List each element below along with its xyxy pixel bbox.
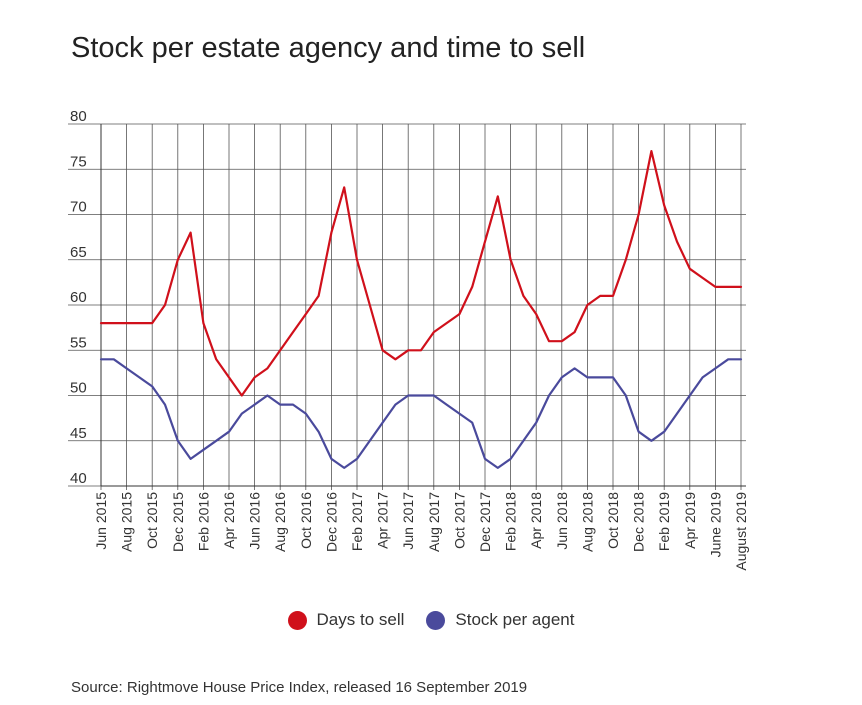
- x-tick-label: Feb 2019: [656, 492, 672, 551]
- y-tick-label: 80: [70, 108, 87, 125]
- x-tick-label: Jun 2018: [554, 492, 570, 550]
- x-tick-label: Oct 2018: [605, 492, 621, 549]
- x-tick-label: Apr 2019: [682, 492, 698, 549]
- x-tick-label: Aug 2018: [579, 492, 595, 552]
- x-tick-label: Jun 2017: [400, 492, 416, 550]
- series-line-days-to-sell: [99, 150, 743, 397]
- y-tick-label: 45: [70, 425, 87, 442]
- x-tick-label: Apr 2017: [375, 492, 391, 549]
- x-tick-label: Oct 2016: [298, 492, 314, 549]
- source-note: Source: Rightmove House Price Index, rel…: [71, 679, 528, 696]
- x-tick-label: Oct 2015: [144, 492, 160, 549]
- x-tick-label: Aug 2017: [426, 492, 442, 552]
- chart-title: Stock per estate agency and time to sell: [71, 32, 586, 64]
- x-tick-label: Jun 2016: [247, 492, 263, 550]
- y-tick-label: 70: [70, 199, 87, 216]
- x-tick-label: Jun 2015: [93, 492, 109, 550]
- x-tick-label: Apr 2018: [528, 492, 544, 549]
- legend-label-stock-per-agent: Stock per agent: [455, 610, 575, 629]
- y-tick-label: 60: [70, 289, 87, 306]
- legend-item-days-to-sell: Days to sell: [287, 610, 405, 630]
- x-tick-label: June 2019: [707, 492, 723, 558]
- x-tick-label: Aug 2015: [119, 492, 135, 552]
- series-line-stock-per-agent: [99, 358, 743, 469]
- y-tick-label: 65: [70, 244, 87, 261]
- x-tick-label: August 2019: [733, 492, 749, 571]
- x-tick-label: Feb 2016: [195, 492, 211, 551]
- legend-label-days-to-sell: Days to sell: [316, 610, 405, 629]
- legend-swatch-stock-per-agent: [426, 610, 446, 630]
- chart-legend: Days to sell Stock per agent: [0, 610, 862, 630]
- legend-item-stock-per-agent: Stock per agent: [426, 610, 574, 630]
- x-tick-label: Apr 2016: [221, 492, 237, 549]
- x-tick-label: Feb 2018: [503, 492, 519, 551]
- y-tick-label: 50: [70, 380, 87, 397]
- y-tick-label: 75: [70, 153, 87, 170]
- x-tick-label: Dec 2017: [477, 492, 493, 552]
- x-tick-label: Dec 2018: [631, 492, 647, 552]
- x-tick-label: Aug 2016: [272, 492, 288, 552]
- line-chart: 40 45 50 55 60 65 70 75 80 Jun 2015 Aug 2015 Oct 20…: [68, 108, 749, 571]
- x-tick-label: Dec 2016: [323, 492, 339, 552]
- x-tick-label: Oct 2017: [451, 492, 467, 549]
- y-tick-label: 40: [70, 470, 87, 487]
- x-tick-label: Dec 2015: [170, 492, 186, 552]
- y-tick-label: 55: [70, 334, 87, 351]
- legend-swatch-days-to-sell: [287, 610, 307, 630]
- x-tick-label: Feb 2017: [349, 492, 365, 551]
